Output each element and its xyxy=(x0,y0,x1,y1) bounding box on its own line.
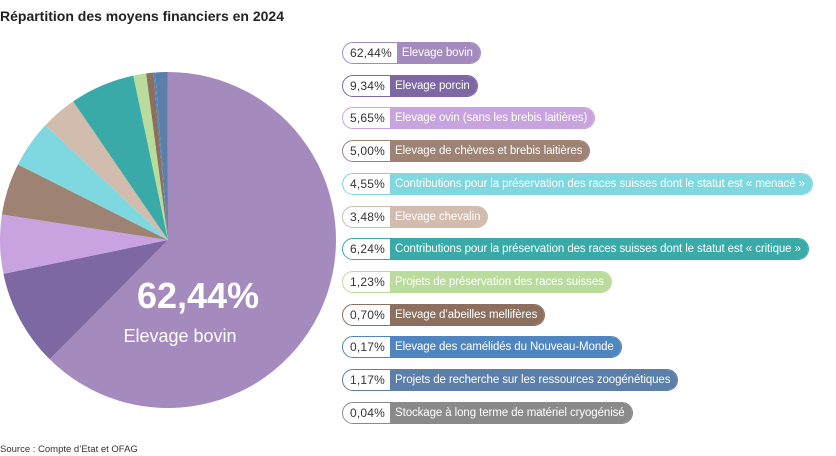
legend-item: 9,34% Elevage porcin xyxy=(342,74,478,97)
legend-value: 3,48% xyxy=(350,209,386,224)
legend-value: 0,70% xyxy=(350,307,386,322)
legend-label: Contributions pour la préservation des r… xyxy=(390,173,812,194)
legend-value: 62,44% xyxy=(350,46,392,60)
legend-item: 0,17% Elevage des camélidés du Nouveau-Mo… xyxy=(342,336,622,359)
legend-label: Contributions pour la préservation des r… xyxy=(390,239,808,260)
source: Source : Compte d’Etat et OFAG xyxy=(0,444,138,455)
legend-item: 5,00% Elevage de chèvres et brebis laitiè… xyxy=(342,140,591,163)
legend-item: 1,17% Projets de recherche sur les ressou… xyxy=(342,369,679,391)
legend-value: 5,65% xyxy=(350,111,386,126)
pie-slice xyxy=(3,240,169,360)
legend-label: Elevage chevalin xyxy=(390,206,488,227)
legend-value: 1,17% xyxy=(350,373,386,387)
legend-label: Elevage d’abeilles mellifères xyxy=(390,304,545,325)
legend-label: Elevage porcin xyxy=(390,75,477,96)
pie-slice xyxy=(155,72,168,240)
center-value: 62,44% xyxy=(137,275,259,316)
legend-value: 5,00% xyxy=(350,144,386,159)
legend-value: 0,04% xyxy=(350,405,386,420)
legend-label: Elevage de chèvres et brebis laitières xyxy=(390,141,590,162)
legend-label: Elevage des camélidés du Nouveau-Monde xyxy=(390,337,621,358)
legend-item: 3,48% Elevage chevalin xyxy=(342,205,489,228)
legend-item: 1,23% Projets de préservation des races s… xyxy=(342,270,612,293)
pie-slice xyxy=(45,101,168,240)
legend-item: 62,44% Elevage bovin xyxy=(342,42,481,64)
legend-label: Projets de recherche sur les ressources … xyxy=(390,370,678,390)
legend-value: 4,55% xyxy=(350,176,386,191)
legend-value: 1,23% xyxy=(350,274,386,289)
legend-item: 0,04% Stockage à long terme de matériel c… xyxy=(342,401,633,424)
pie-slice xyxy=(17,125,169,240)
center-label: Elevage bovin xyxy=(123,326,236,346)
legend-value: 0,17% xyxy=(350,340,386,355)
pie-slice xyxy=(49,72,336,408)
legend-label: Stockage à long terme de matériel cryogé… xyxy=(390,402,632,423)
legend-label: Elevage bovin xyxy=(396,43,480,63)
legend-value: 9,34% xyxy=(350,78,386,93)
chart-title: Répartition des moyens financiers en 202… xyxy=(0,8,284,24)
pie: 62,44% Elevage bovin xyxy=(0,72,336,408)
pie-slice xyxy=(73,75,168,240)
legend-item: 6,24% Contributions pour la préservation … xyxy=(342,238,809,261)
legend-item: 0,70% Elevage d’abeilles mellifères xyxy=(342,303,546,326)
pie-slice xyxy=(1,164,168,240)
pie-slice xyxy=(153,72,168,240)
legend-item: 5,65% Elevage ovin (sans les brebis laiti… xyxy=(342,107,596,130)
legend-item: 4,55% Contributions pour la préservation … xyxy=(342,172,813,195)
pie-slice xyxy=(0,214,168,274)
legend-label: Elevage ovin (sans les brebis laitières) xyxy=(390,108,595,129)
pie-slice xyxy=(146,72,168,240)
legend-label: Projets de préservation des races suisse… xyxy=(390,271,611,292)
legend-value: 6,24% xyxy=(350,242,386,257)
pie-slice xyxy=(133,73,168,240)
